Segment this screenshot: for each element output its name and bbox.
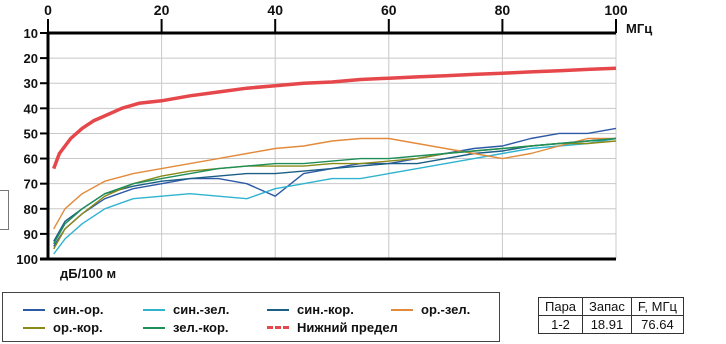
- series-line-0: [53, 127, 617, 247]
- legend-label: ор.-зел.: [421, 302, 471, 317]
- legend: син.-ор. син.-зел. син.-кор. ор.-зел. ор.-ко…: [2, 292, 500, 342]
- table-header-cell: Пара: [537, 297, 584, 316]
- x-unit-label: МГц: [626, 21, 653, 36]
- legend-item: син.-ор.: [23, 302, 104, 317]
- table-cell: 18.91: [582, 315, 632, 334]
- x-tick-label: 40: [267, 2, 283, 18]
- table-header-cell: F, МГц: [630, 297, 684, 316]
- series-line-4: [53, 140, 617, 250]
- legend-label: ор.-кор.: [53, 320, 103, 335]
- legend-swatch: [267, 308, 289, 311]
- axes: 10 20 30 40 50 60 70 80 90 100 0 20 40 60 80 100: [16, 2, 628, 267]
- legend-label: син.-ор.: [53, 302, 104, 317]
- legend-swatch: [267, 326, 289, 329]
- y-tick-label: 40: [24, 101, 38, 116]
- series-line-3: [53, 137, 616, 230]
- legend-label: зел.-кор.: [173, 320, 229, 335]
- x-tick-label: 0: [44, 2, 52, 18]
- x-tick-label: 60: [381, 2, 397, 18]
- legend-item: Нижний предел: [267, 320, 398, 335]
- legend-label: Нижний предел: [297, 320, 398, 335]
- series-line-limit: [52, 66, 617, 170]
- legend-item: зел.-кор.: [143, 320, 229, 335]
- x-tick-label: 20: [154, 2, 170, 18]
- legend-item: син.-зел.: [143, 302, 229, 317]
- legend-swatch: [143, 308, 165, 311]
- legend-swatch: [391, 308, 413, 311]
- series-line-1: [53, 137, 617, 255]
- y-unit-label: дБ/100 м: [60, 266, 117, 281]
- series-layer: [52, 66, 617, 255]
- table-header-cell: Запас: [582, 297, 632, 316]
- table-cell: 1-2: [537, 315, 584, 334]
- y-tick-label: 20: [24, 51, 38, 66]
- legend-label: син.-зел.: [173, 302, 230, 317]
- table-row: 1-2 18.91 76.64: [537, 315, 684, 334]
- y-tick-label: 70: [24, 177, 38, 192]
- x-tick-label: 100: [604, 2, 628, 18]
- series-line-5: [53, 137, 617, 245]
- legend-item: син.-кор.: [267, 302, 354, 317]
- y-tick-label: 50: [24, 126, 38, 141]
- legend-item: ор.-зел.: [391, 302, 470, 317]
- table-cell: 76.64: [630, 315, 684, 334]
- y-tick-label: 30: [24, 76, 38, 91]
- legend-label: син.-кор.: [297, 302, 354, 317]
- y-tick-label: 60: [24, 152, 38, 167]
- left-edge-frame: [0, 190, 9, 230]
- legend-swatch: [23, 326, 45, 329]
- attenuation-chart: 10 20 30 40 50 60 70 80 90 100 0 20 40 60 80 100: [16, 2, 628, 267]
- y-tick-label: 80: [24, 202, 38, 217]
- y-tick-label: 100: [16, 252, 38, 267]
- result-table: Пара Запас F, МГц 1-2 18.91 76.64: [537, 297, 684, 334]
- legend-swatch: [143, 326, 165, 329]
- y-tick-label: 90: [24, 227, 38, 242]
- legend-swatch: [23, 308, 45, 311]
- x-tick-label: 80: [495, 2, 511, 18]
- y-tick-label: 10: [24, 26, 38, 41]
- table-header-row: Пара Запас F, МГц: [537, 297, 684, 316]
- legend-item: ор.-кор.: [23, 320, 103, 335]
